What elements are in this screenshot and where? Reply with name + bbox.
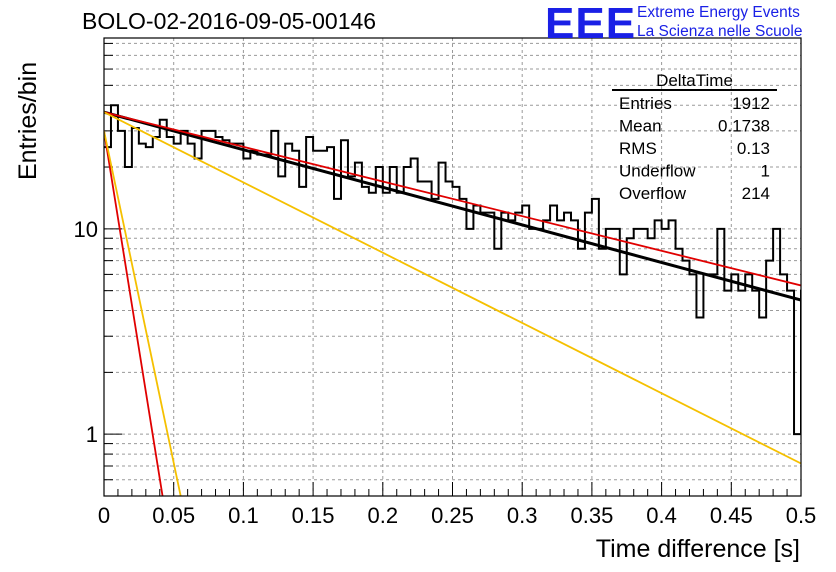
x-axis-label: Time difference [s] — [595, 535, 800, 563]
stats-row-value: 1912 — [732, 94, 770, 113]
logo-caption-line1: Extreme Energy Events — [637, 4, 800, 21]
x-tick-label: 0 — [98, 503, 110, 528]
stats-row-value: 0.1738 — [718, 117, 770, 136]
logo-caption: Extreme Energy Events La Scienza nelle S… — [637, 3, 802, 41]
y-tick-label: 1 — [86, 422, 98, 447]
histogram-deltatime — [104, 104, 801, 436]
stats-row-label: Overflow — [619, 184, 687, 203]
chart-title: BOLO-02-2016-09-05-00146 — [82, 8, 377, 34]
stats-row-value: 214 — [742, 184, 770, 203]
stats-row-value: 0.13 — [737, 139, 770, 158]
x-tick-label: 0.05 — [152, 503, 195, 528]
fit-total-line — [104, 110, 801, 302]
x-tick-label: 0.1 — [228, 503, 259, 528]
fit-orange-slow-line — [104, 111, 801, 465]
stats-box-title: DeltaTime — [656, 71, 733, 90]
plot-frame — [103, 37, 802, 497]
stats-row-label: RMS — [619, 139, 657, 158]
fit-orange-fast-line — [104, 130, 182, 496]
x-tick-label: 0.45 — [710, 503, 753, 528]
eee-logo: EEE — [545, 0, 637, 48]
stats-row-label: Mean — [619, 117, 662, 136]
x-tick-label: 0.25 — [431, 503, 474, 528]
y-tick-label: 10 — [74, 217, 98, 242]
fit-red-fast-line — [104, 130, 164, 496]
stats-row-label: Underflow — [619, 162, 696, 181]
y-axis-label: Entries/bin — [14, 61, 42, 180]
x-tick-label: 0.15 — [292, 503, 335, 528]
x-tick-label: 0.4 — [646, 503, 677, 528]
fit-red-line — [104, 111, 801, 287]
x-tick-label: 0.35 — [570, 503, 613, 528]
x-tick-label: 0.2 — [368, 503, 399, 528]
x-tick-label: 0.3 — [507, 503, 538, 528]
stats-row-value: 1 — [761, 162, 770, 181]
x-tick-label: 0.5 — [786, 503, 817, 528]
logo-caption-line2: La Scienza nelle Scuole — [637, 23, 803, 40]
stats-row-label: Entries — [619, 94, 672, 113]
